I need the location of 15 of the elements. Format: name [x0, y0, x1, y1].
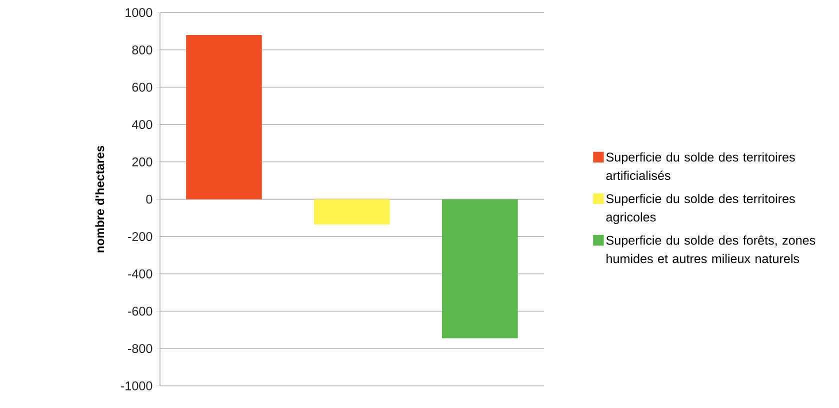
y-tick-label: 600 [132, 82, 152, 92]
y-tick-label: -400 [128, 269, 152, 278]
legend-label: Superficie du solde des territoires artificialisés [606, 152, 795, 180]
y-tick-label: 200 [132, 157, 152, 166]
y-tick-label: -200 [128, 232, 152, 241]
y-tick-label: 400 [132, 120, 152, 129]
y-tick-label: -1000 [121, 381, 152, 390]
y-axis-title: nombre d'hectares [95, 146, 104, 252]
legend-label: Superficie du solde des forêts, zones humides et autres milieux naturels [606, 235, 816, 264]
y-tick-label: 800 [132, 45, 152, 54]
y-tick-label: -800 [128, 344, 152, 353]
y-tick-label: 0 [146, 194, 152, 204]
y-tick-label: 1000 [126, 8, 152, 17]
y-tick-label: -600 [128, 306, 152, 316]
legend-label: Superficie du solde des territoires agricoles [606, 194, 795, 224]
